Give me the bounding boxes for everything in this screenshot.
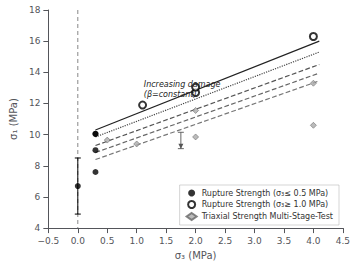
svg-text:4.5: 4.5 [336,236,350,246]
svg-text:0.0: 0.0 [71,236,86,246]
svg-text:0.5: 0.5 [100,236,114,246]
svg-text:6: 6 [35,192,41,202]
svg-text:16: 16 [29,36,41,46]
svg-text:3.0: 3.0 [247,236,262,246]
svg-text:18: 18 [29,5,41,15]
svg-text:(β=constant): (β=constant) [144,90,197,99]
svg-text:Increasing damage: Increasing damage [144,80,221,89]
svg-text:8: 8 [35,161,41,171]
svg-text:Rupture Strength (σ₃≥ 1.0 MPa): Rupture Strength (σ₃≥ 1.0 MPa) [202,200,329,209]
svg-text:2.5: 2.5 [218,236,232,246]
svg-text:3.5: 3.5 [277,236,291,246]
svg-text:14: 14 [29,67,41,77]
svg-text:σ₃ (MPa): σ₃ (MPa) [175,250,217,261]
svg-text:4.0: 4.0 [306,236,321,246]
svg-text:σ₁ (MPa): σ₁ (MPa) [8,98,19,140]
svg-text:2.0: 2.0 [188,236,203,246]
svg-text:1.5: 1.5 [159,236,173,246]
svg-text:10: 10 [29,130,41,140]
svg-text:−0.5: −0.5 [37,236,59,246]
svg-text:Rupture Strength (σ₃≤ 0.5 MPa): Rupture Strength (σ₃≤ 0.5 MPa) [202,189,329,198]
svg-text:Triaxial Strength Multi-Stage-: Triaxial Strength Multi-Stage-Test [201,212,333,221]
svg-text:4: 4 [35,223,41,233]
svg-text:12: 12 [29,98,40,108]
svg-text:1.0: 1.0 [130,236,145,246]
